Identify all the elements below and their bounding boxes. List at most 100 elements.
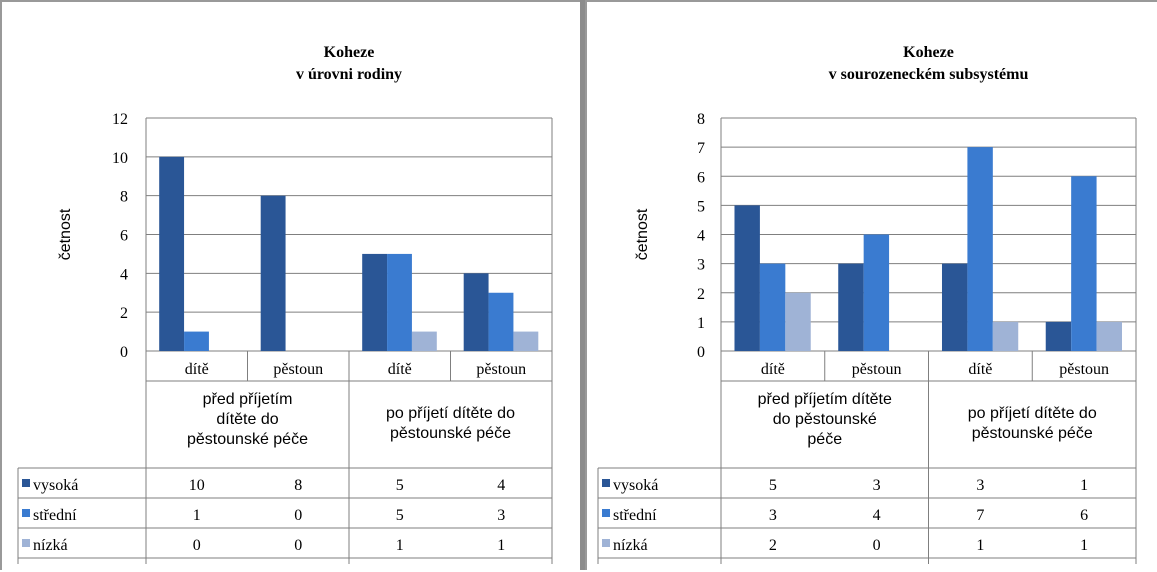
legend-label-stredni: střední <box>613 507 657 524</box>
legend-key-vysoka <box>602 479 610 487</box>
group-label: do pěstounské <box>773 411 877 428</box>
chart-title: v úrovni rodiny <box>296 66 402 83</box>
y-tick-label: 5 <box>697 198 705 215</box>
bar-vysoka-1 <box>838 263 864 351</box>
table-cell: 1 <box>1080 537 1088 554</box>
bar-stredni-1 <box>863 234 890 351</box>
table-cell: 1 <box>976 537 984 554</box>
category-label: dítě <box>388 361 412 378</box>
category-label: dítě <box>761 361 785 378</box>
legend-key-vysoka <box>22 479 30 487</box>
bar-nizka-2 <box>411 331 437 351</box>
bar-nizka-3 <box>1096 321 1122 351</box>
category-label: pěstoun <box>1059 361 1109 378</box>
y-tick-label: 4 <box>697 228 705 245</box>
legend-key-nizka <box>602 539 610 547</box>
y-tick-label: 0 <box>120 344 128 361</box>
group-label: před příjetím <box>203 391 293 408</box>
y-tick-label: 10 <box>112 150 128 167</box>
category-label: dítě <box>968 361 992 378</box>
table-cell: 1 <box>497 537 505 554</box>
chart-title: v sourozeneckém subsystému <box>829 66 1029 83</box>
bar-stredni-0 <box>759 263 786 351</box>
legend-label-nizka: nízká <box>613 537 648 554</box>
legend-label-vysoka: vysoká <box>613 477 658 494</box>
bar-nizka-0 <box>785 292 811 351</box>
category-label: pěstoun <box>476 361 526 378</box>
legend-key-stredni <box>22 509 30 517</box>
group-label: pěstounské péče <box>390 425 511 442</box>
table-cell: 2 <box>769 537 777 554</box>
y-tick-label: 2 <box>120 305 128 322</box>
chart-panel-right: Koheze v sourozeneckém subsystému četnost 0… <box>585 0 1157 570</box>
table-cell: 5 <box>396 507 404 524</box>
table-cell: 0 <box>873 537 881 554</box>
chart-title: Koheze <box>324 44 375 61</box>
table-cell: 4 <box>497 477 505 494</box>
y-tick-label: 7 <box>697 140 705 157</box>
table-cell: 3 <box>976 477 984 494</box>
group-label: dítěte do <box>216 411 278 428</box>
bar-stredni-3 <box>1071 176 1097 351</box>
table-cell: 5 <box>396 477 404 494</box>
y-tick-label: 12 <box>112 111 128 128</box>
chart-svg-sibling-cohesion: Koheze v sourozeneckém subsystému četnost 0… <box>597 44 1137 564</box>
group-label: před příjetím dítěte <box>758 391 892 408</box>
bar-stredni-2 <box>967 147 993 351</box>
category-label: dítě <box>185 361 209 378</box>
table-cell: 1 <box>396 537 404 554</box>
y-tick-label: 8 <box>697 111 705 128</box>
group-label: po příjetí dítěte do <box>386 405 515 422</box>
bar-vysoka-2 <box>362 253 388 351</box>
table-cell: 0 <box>193 537 201 554</box>
y-tick-label: 8 <box>120 189 128 206</box>
group-label: pěstounské péče <box>187 431 308 448</box>
bar-stredni-0 <box>184 331 209 351</box>
table-cell: 8 <box>294 477 302 494</box>
table-cell: 3 <box>497 507 505 524</box>
bar-vysoka-3 <box>463 273 489 351</box>
table-cell: 3 <box>769 507 777 524</box>
legend-key-nizka <box>22 539 30 547</box>
chart-panel-left: Koheze v úrovni rodiny četnost 0 2 4 6 8 10 12 dít… <box>0 0 583 570</box>
group-label: po příjetí dítěte do <box>968 405 1097 422</box>
legend-label-vysoka: vysoká <box>33 477 78 494</box>
bar-vysoka-3 <box>1045 321 1072 351</box>
y-tick-label: 6 <box>120 228 128 245</box>
table-cell: 10 <box>189 477 205 494</box>
bar-vysoka-2 <box>941 263 968 351</box>
bar-stredni-3 <box>488 292 514 351</box>
panel-divider <box>580 0 585 570</box>
table-cell: 3 <box>873 477 881 494</box>
table-cell: 6 <box>1080 507 1088 524</box>
group-label: péče <box>807 431 842 448</box>
bar-nizka-3 <box>513 331 539 351</box>
y-tick-label: 6 <box>697 169 705 186</box>
table-cell: 5 <box>769 477 777 494</box>
legend-label-stredni: střední <box>33 507 77 524</box>
category-label: pěstoun <box>852 361 902 378</box>
y-tick-label: 3 <box>697 257 705 274</box>
table-cell: 0 <box>294 507 302 524</box>
y-axis-label: četnost <box>57 208 74 260</box>
table-cell: 0 <box>294 537 302 554</box>
category-label: pěstoun <box>273 361 323 378</box>
legend-label-nizka: nízká <box>33 537 68 554</box>
legend-key-stredni <box>602 509 610 517</box>
table-cell: 1 <box>193 507 201 524</box>
y-tick-label: 4 <box>120 266 128 283</box>
bar-vysoka-0 <box>159 156 185 351</box>
group-label: pěstounské péče <box>972 425 1093 442</box>
y-tick-label: 1 <box>697 315 705 332</box>
y-tick-label: 0 <box>697 344 705 361</box>
table-cell: 7 <box>976 507 984 524</box>
table-cell: 4 <box>873 507 881 524</box>
bar-vysoka-1 <box>260 195 286 351</box>
bar-vysoka-0 <box>734 205 760 351</box>
y-axis-label: četnost <box>634 208 651 260</box>
y-tick-label: 2 <box>697 286 705 303</box>
bar-nizka-2 <box>992 321 1019 351</box>
chart-title: Koheze <box>903 44 954 61</box>
table-cell: 1 <box>1080 477 1088 494</box>
